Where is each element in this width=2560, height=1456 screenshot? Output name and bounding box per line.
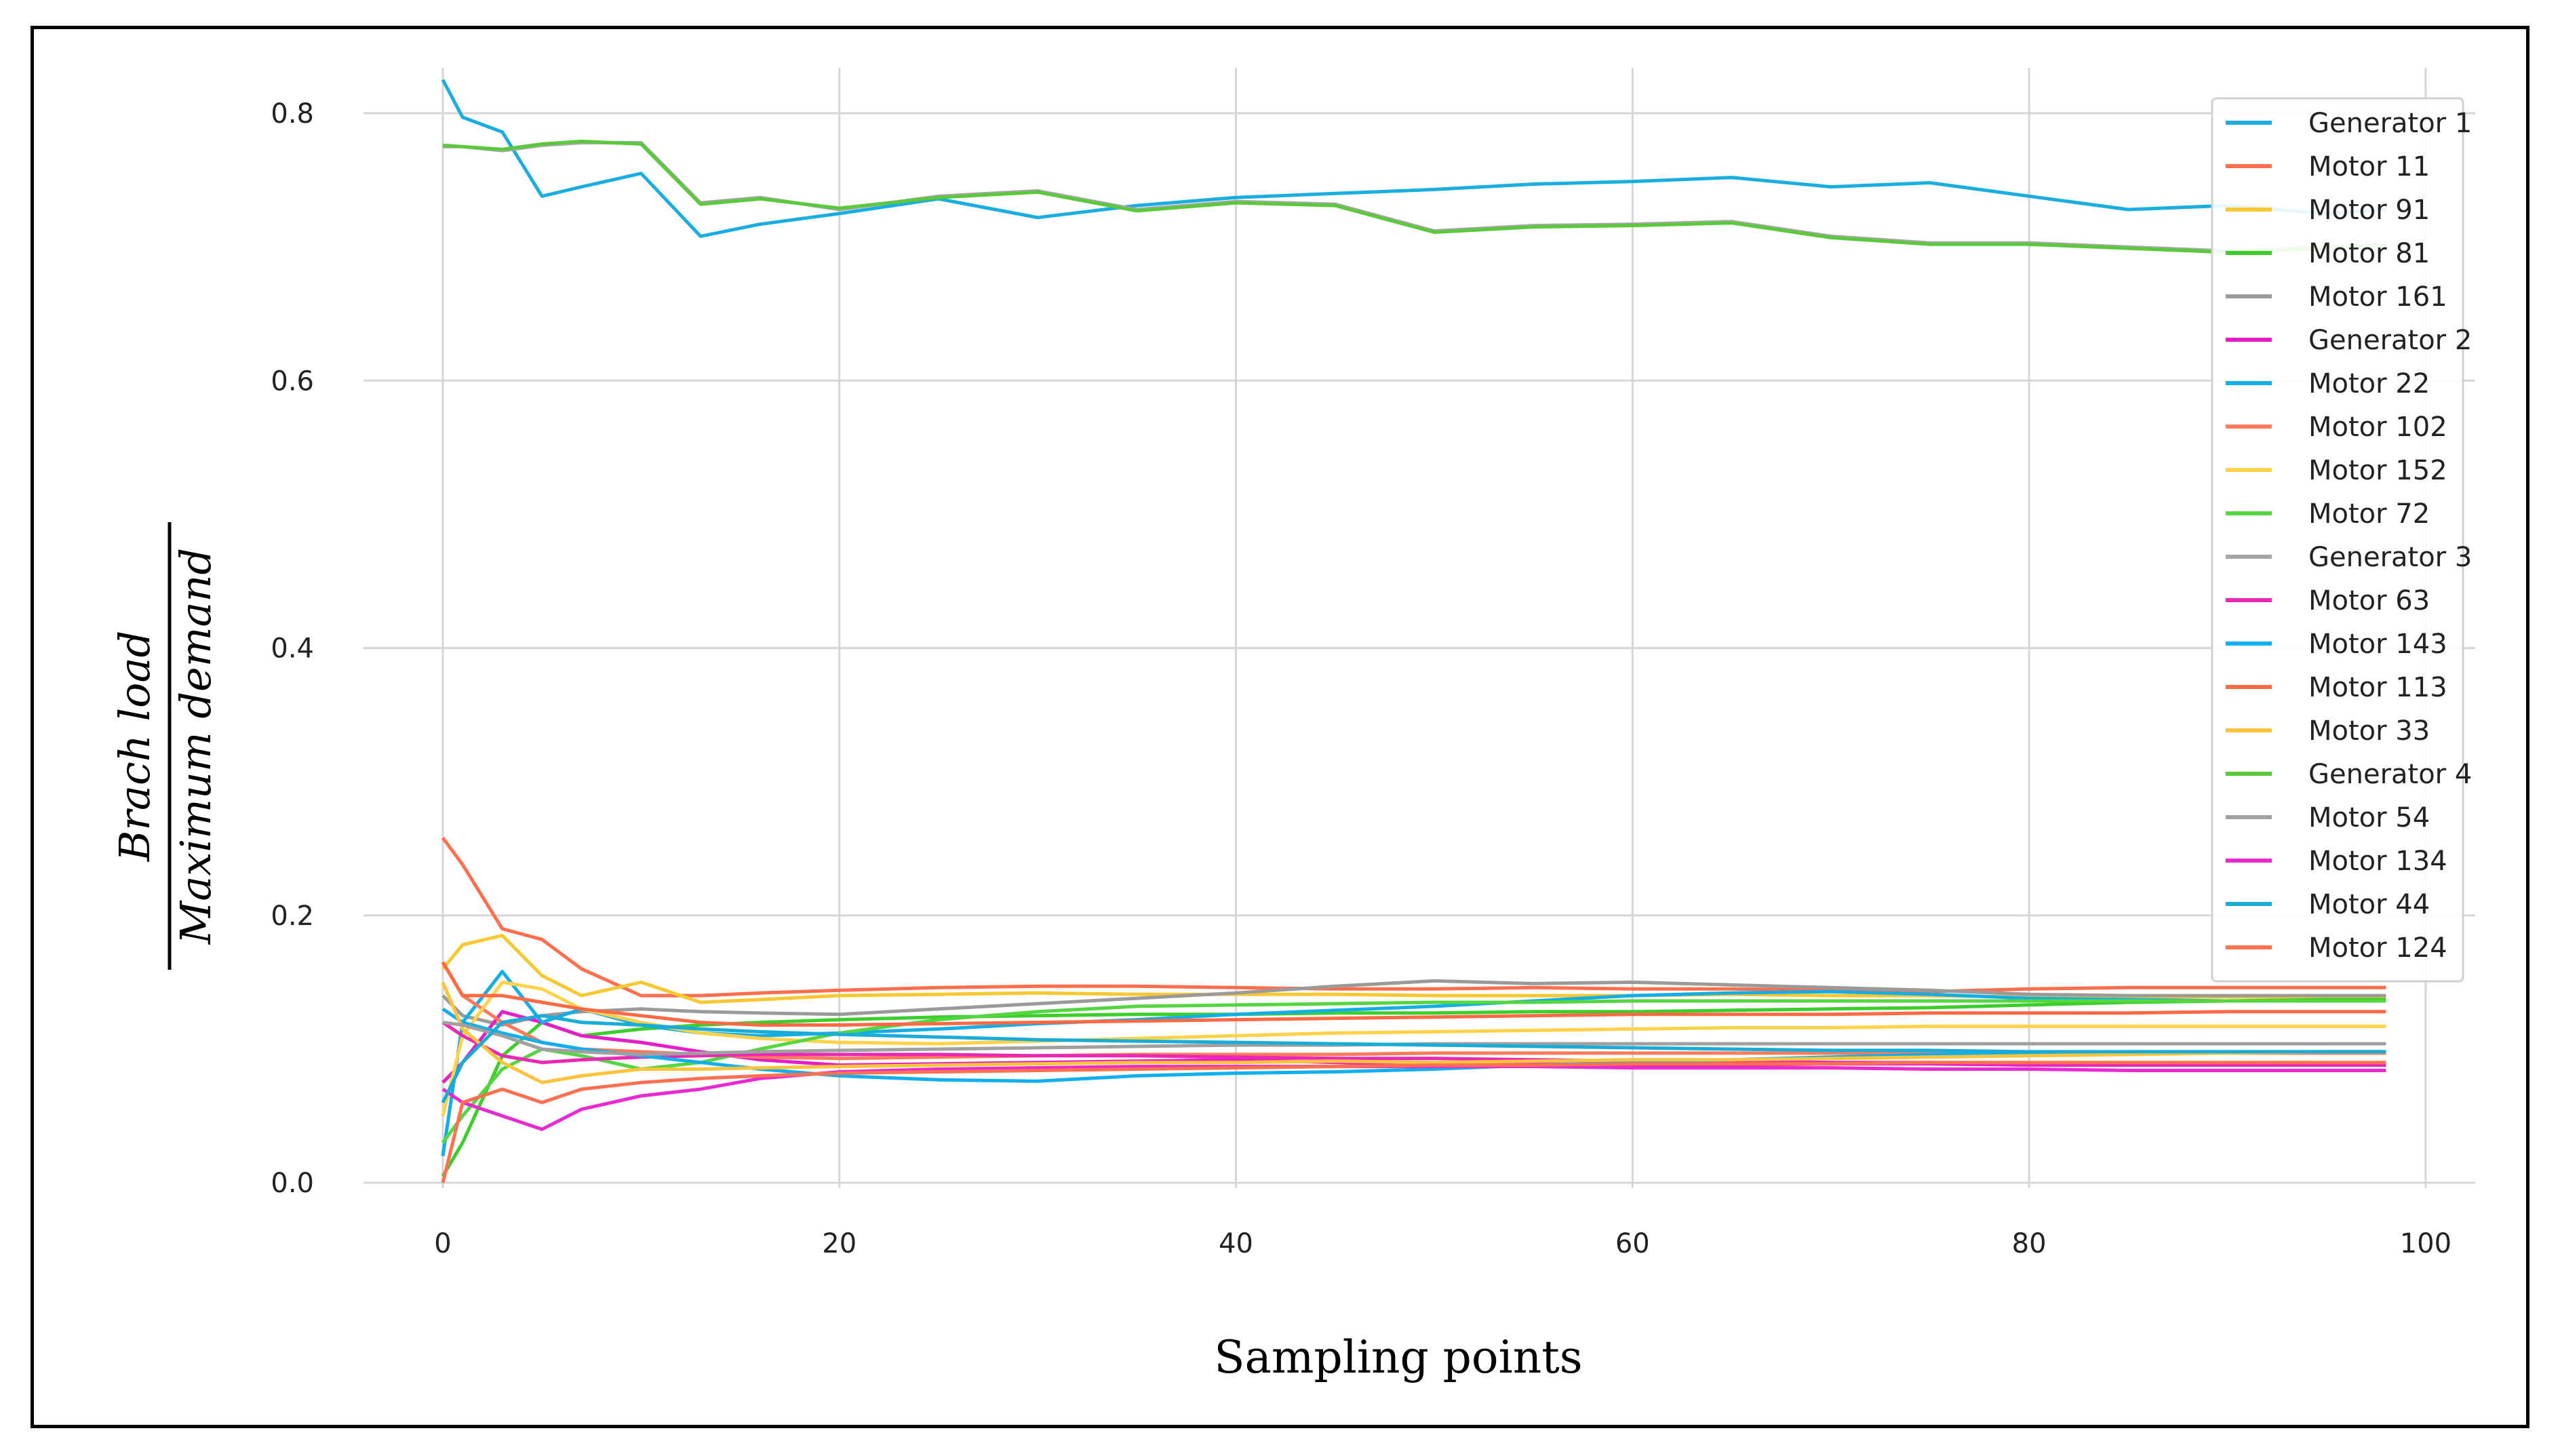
y-axis-label-denominator: Maximum demand <box>171 548 220 945</box>
legend-label-generator-1: Generator 1 <box>2308 108 2472 139</box>
y-tick-label: 0.2 <box>271 901 314 932</box>
y-axis-label-numerator: Brach load <box>110 631 159 862</box>
legend-label-motor-81: Motor 81 <box>2308 238 2430 269</box>
legend-label-motor-44: Motor 44 <box>2308 889 2430 920</box>
legend-label-motor-152: Motor 152 <box>2308 455 2447 486</box>
x-tick-label: 80 <box>2012 1228 2047 1259</box>
axis-ticks: 0 20 40 60 80 100 0.0 0.2 0.4 0.6 0.8 <box>271 98 2451 1259</box>
series-line-generator-3 <box>443 140 2386 253</box>
y-tick-label: 0.8 <box>271 98 314 130</box>
series-line-motor-91 <box>441 933 2386 1004</box>
series-line-motor-33 <box>441 981 2386 1084</box>
legend-label-motor-143: Motor 143 <box>2308 629 2447 660</box>
legend-label-generator-3: Generator 3 <box>2308 542 2472 573</box>
legend-label-motor-22: Motor 22 <box>2308 368 2430 399</box>
legend-label-motor-72: Motor 72 <box>2308 498 2430 530</box>
legend-label-motor-33: Motor 33 <box>2308 715 2430 747</box>
series-line-generator-4 <box>442 139 2386 254</box>
series-lines <box>441 79 2386 1183</box>
legend-label-motor-54: Motor 54 <box>2308 802 2430 833</box>
legend-label-motor-63: Motor 63 <box>2308 585 2430 616</box>
legend-label-generator-4: Generator 4 <box>2308 759 2472 790</box>
x-tick-label: 60 <box>1615 1228 1650 1259</box>
legend-label-motor-91: Motor 91 <box>2308 195 2430 226</box>
series-line-motor-113 <box>441 961 2386 1027</box>
series-line-motor-11 <box>441 837 2386 998</box>
legend-label-motor-124: Motor 124 <box>2308 932 2447 964</box>
legend-label-motor-161: Motor 161 <box>2308 281 2447 313</box>
y-tick-label: 0.6 <box>271 366 314 397</box>
legend-label-motor-102: Motor 102 <box>2308 412 2447 443</box>
figure-frame <box>31 26 2529 1428</box>
grid <box>363 68 2475 1188</box>
legend-label-motor-11: Motor 11 <box>2308 151 2430 182</box>
series-line-motor-44 <box>441 1014 2386 1103</box>
y-axis-label: Brach load Maximum demand <box>110 522 220 970</box>
x-tick-label: 0 <box>434 1228 451 1259</box>
legend-label-motor-113: Motor 113 <box>2308 672 2447 703</box>
legend-label-generator-2: Generator 2 <box>2308 325 2472 356</box>
y-tick-label: 0.4 <box>271 633 314 665</box>
series-line-motor-124 <box>441 1061 2386 1183</box>
x-tick-label: 20 <box>822 1228 856 1259</box>
legend: Generator 1 Motor 11 Motor 91 Motor 81 Motor… <box>2211 97 2472 983</box>
series-line-generator-1 <box>441 79 2386 238</box>
series-line-motor-54 <box>442 1021 2386 1057</box>
legend-box <box>2211 97 2464 983</box>
legend-label-motor-134: Motor 134 <box>2308 846 2447 877</box>
y-tick-label: 0.0 <box>271 1168 314 1199</box>
x-tick-label: 100 <box>2400 1228 2451 1259</box>
x-axis-label: Sampling points <box>1214 1331 1582 1383</box>
x-tick-label: 40 <box>1219 1228 1253 1259</box>
series-line-motor-161 <box>441 979 2386 1027</box>
series-line-motor-72 <box>441 999 2386 1144</box>
